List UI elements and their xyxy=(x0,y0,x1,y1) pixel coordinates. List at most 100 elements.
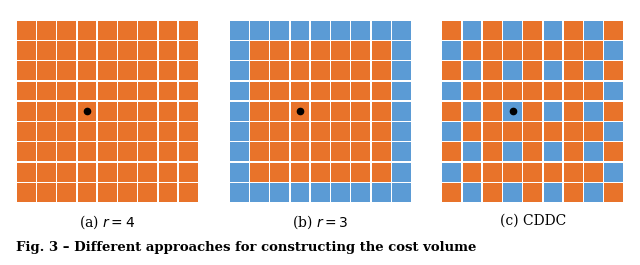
Bar xyxy=(159,82,177,100)
Bar xyxy=(159,122,177,141)
Bar xyxy=(230,183,249,202)
Bar xyxy=(138,142,157,161)
Bar xyxy=(179,163,198,182)
Bar xyxy=(331,102,350,121)
Bar xyxy=(250,102,269,121)
Bar xyxy=(17,102,36,121)
Bar xyxy=(98,142,116,161)
Bar xyxy=(118,41,137,60)
Bar xyxy=(118,122,137,141)
Bar xyxy=(351,122,371,141)
Bar xyxy=(564,102,583,121)
Bar xyxy=(37,82,56,100)
Bar xyxy=(230,122,249,141)
Bar xyxy=(503,21,522,40)
Bar xyxy=(564,41,583,60)
Bar xyxy=(483,102,502,121)
Bar xyxy=(98,41,116,60)
Bar xyxy=(483,61,502,80)
Bar xyxy=(250,82,269,100)
Bar xyxy=(564,61,583,80)
Bar xyxy=(37,41,56,60)
Bar xyxy=(503,183,522,202)
Bar xyxy=(524,142,542,161)
Bar xyxy=(17,142,36,161)
Bar xyxy=(230,61,249,80)
Bar xyxy=(311,41,330,60)
Bar xyxy=(584,163,603,182)
Bar xyxy=(604,21,623,40)
Bar xyxy=(331,82,350,100)
Bar xyxy=(77,102,97,121)
Bar xyxy=(311,21,330,40)
Bar xyxy=(291,163,310,182)
Text: Fig. 3 – Different approaches for constructing the cost volume: Fig. 3 – Different approaches for constr… xyxy=(16,241,476,254)
Bar xyxy=(442,21,461,40)
Bar xyxy=(37,163,56,182)
Bar xyxy=(524,41,542,60)
Bar xyxy=(543,102,563,121)
Bar xyxy=(503,142,522,161)
Bar xyxy=(372,82,390,100)
Bar xyxy=(372,183,390,202)
Bar xyxy=(564,82,583,100)
Bar xyxy=(291,102,310,121)
Bar xyxy=(159,163,177,182)
Bar xyxy=(392,21,411,40)
Bar xyxy=(98,102,116,121)
Bar xyxy=(442,163,461,182)
Bar xyxy=(584,41,603,60)
Bar xyxy=(118,183,137,202)
Bar xyxy=(57,122,76,141)
Bar xyxy=(372,21,390,40)
Bar xyxy=(291,41,310,60)
Bar xyxy=(392,183,411,202)
Bar xyxy=(159,102,177,121)
Bar xyxy=(230,41,249,60)
Bar xyxy=(564,122,583,141)
Bar xyxy=(230,102,249,121)
Bar xyxy=(98,183,116,202)
Bar xyxy=(442,142,461,161)
Bar xyxy=(179,82,198,100)
Bar xyxy=(138,61,157,80)
Bar xyxy=(392,41,411,60)
Bar xyxy=(311,163,330,182)
Bar xyxy=(291,21,310,40)
Bar xyxy=(311,61,330,80)
Bar xyxy=(442,122,461,141)
Bar xyxy=(351,61,371,80)
Bar xyxy=(392,102,411,121)
Bar xyxy=(291,183,310,202)
Bar xyxy=(98,21,116,40)
Bar xyxy=(77,122,97,141)
Bar xyxy=(543,142,563,161)
Bar xyxy=(331,21,350,40)
Bar xyxy=(98,61,116,80)
Bar xyxy=(442,61,461,80)
Bar xyxy=(604,122,623,141)
Bar xyxy=(17,183,36,202)
Bar xyxy=(483,122,502,141)
Bar xyxy=(503,102,522,121)
Bar xyxy=(138,183,157,202)
Bar xyxy=(138,163,157,182)
Bar xyxy=(17,41,36,60)
Bar xyxy=(604,163,623,182)
Bar xyxy=(483,82,502,100)
Bar xyxy=(270,61,289,80)
Bar xyxy=(270,122,289,141)
Bar xyxy=(442,102,461,121)
Bar xyxy=(524,21,542,40)
Bar xyxy=(564,183,583,202)
Bar xyxy=(179,122,198,141)
Bar xyxy=(270,41,289,60)
Bar xyxy=(118,163,137,182)
Bar xyxy=(463,82,481,100)
Bar xyxy=(543,183,563,202)
Bar xyxy=(503,122,522,141)
Bar xyxy=(230,142,249,161)
Bar xyxy=(372,122,390,141)
Bar xyxy=(138,82,157,100)
Bar xyxy=(584,61,603,80)
